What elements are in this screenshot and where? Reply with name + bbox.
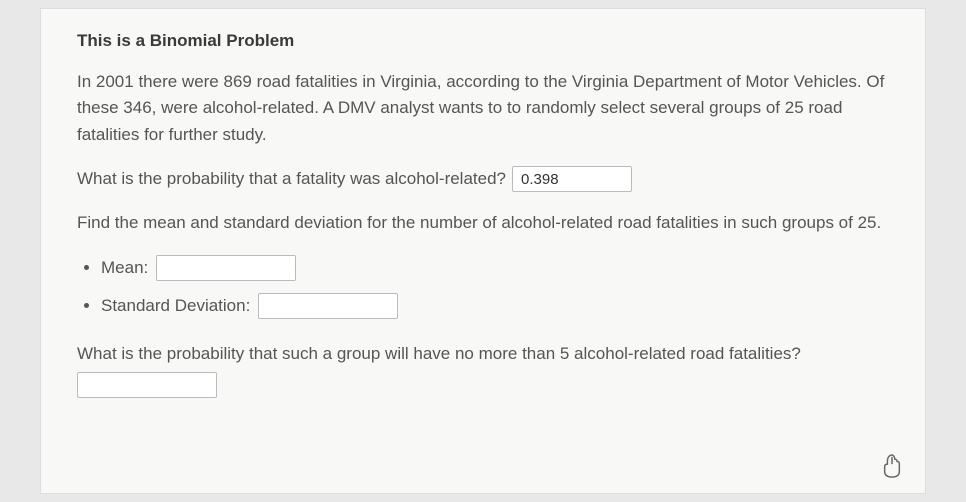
question-3-text: What is the probability that such a grou…: [77, 344, 801, 363]
problem-heading: This is a Binomial Problem: [77, 31, 889, 51]
problem-panel: This is a Binomial Problem In 2001 there…: [40, 8, 926, 494]
mean-item: Mean:: [101, 255, 889, 281]
cursor-icon: [881, 453, 903, 479]
question-2-intro: Find the mean and standard deviation for…: [77, 210, 889, 236]
mean-input[interactable]: [156, 255, 296, 281]
question-1-text: What is the probability that a fatality …: [77, 166, 506, 192]
question-3: What is the probability that such a grou…: [77, 341, 889, 398]
sd-input[interactable]: [258, 293, 398, 319]
sd-label: Standard Deviation:: [101, 296, 250, 316]
problem-intro: In 2001 there were 869 road fatalities i…: [77, 69, 889, 148]
probability-no-more-than-5-input[interactable]: [77, 372, 217, 398]
question-1: What is the probability that a fatality …: [77, 166, 889, 192]
mean-label: Mean:: [101, 258, 148, 278]
probability-input[interactable]: [512, 166, 632, 192]
sd-item: Standard Deviation:: [101, 293, 889, 319]
stats-list: Mean: Standard Deviation:: [101, 255, 889, 319]
